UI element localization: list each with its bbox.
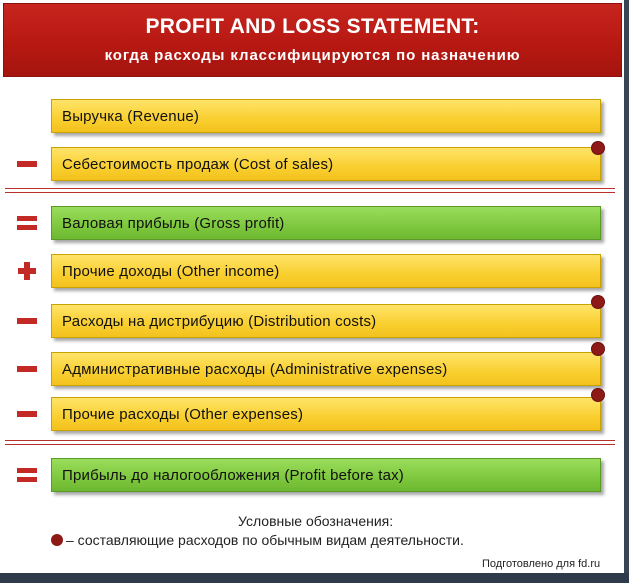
row-label: Расходы на дистрибуцию (Distribution cos… — [62, 313, 377, 330]
expense-marker-icon — [592, 389, 604, 401]
row-other-income: Прочие доходы (Other income) — [51, 254, 601, 288]
row-distribution-costs: Расходы на дистрибуцию (Distribution cos… — [51, 304, 601, 338]
row-label: Прибыль до налогообложения (Profit befor… — [62, 467, 405, 484]
equals-icon — [17, 216, 37, 230]
expense-marker-icon — [592, 343, 604, 355]
header-subtitle: когда расходы классифицируются по назнач… — [104, 47, 521, 64]
window-edge-bottom — [0, 573, 629, 583]
legend-marker-icon — [51, 534, 63, 546]
header-banner: PROFIT AND LOSS STATEMENT: когда расходы… — [3, 3, 622, 77]
row-cost-of-sales: Себестоимость продаж (Cost of sales) — [51, 147, 601, 181]
row-label: Административные расходы (Administrative… — [62, 361, 448, 378]
row-other-expenses: Прочие расходы (Other expenses) — [51, 397, 601, 431]
minus-icon — [17, 161, 37, 167]
row-label: Прочие доходы (Other income) — [62, 263, 280, 280]
window-edge-right — [624, 0, 629, 583]
header-title: PROFIT AND LOSS STATEMENT: — [145, 15, 480, 38]
expense-marker-icon — [592, 142, 604, 154]
credit-text: Подготовлено для fd.ru — [482, 558, 601, 570]
row-gross-profit: Валовая прибыль (Gross profit) — [51, 206, 601, 240]
minus-icon — [17, 411, 37, 417]
double-divider — [5, 188, 615, 193]
legend-title: Условные обозначения: — [238, 513, 394, 529]
plus-icon — [18, 262, 36, 280]
minus-icon — [17, 366, 37, 372]
row-revenue: Выручка (Revenue) — [51, 99, 601, 133]
row-profit-before-tax: Прибыль до налогообложения (Profit befor… — [51, 458, 601, 492]
row-label: Валовая прибыль (Gross profit) — [62, 215, 285, 232]
row-label: Себестоимость продаж (Cost of sales) — [62, 156, 334, 173]
expense-marker-icon — [592, 296, 604, 308]
double-divider — [5, 440, 615, 445]
equals-icon — [17, 468, 37, 482]
minus-icon — [17, 318, 37, 324]
legend-text: – составляющие расходов по обычным видам… — [66, 532, 464, 548]
row-label: Прочие расходы (Other expenses) — [62, 406, 304, 423]
row-label: Выручка (Revenue) — [62, 108, 200, 125]
row-administrative-expenses: Административные расходы (Administrative… — [51, 352, 601, 386]
